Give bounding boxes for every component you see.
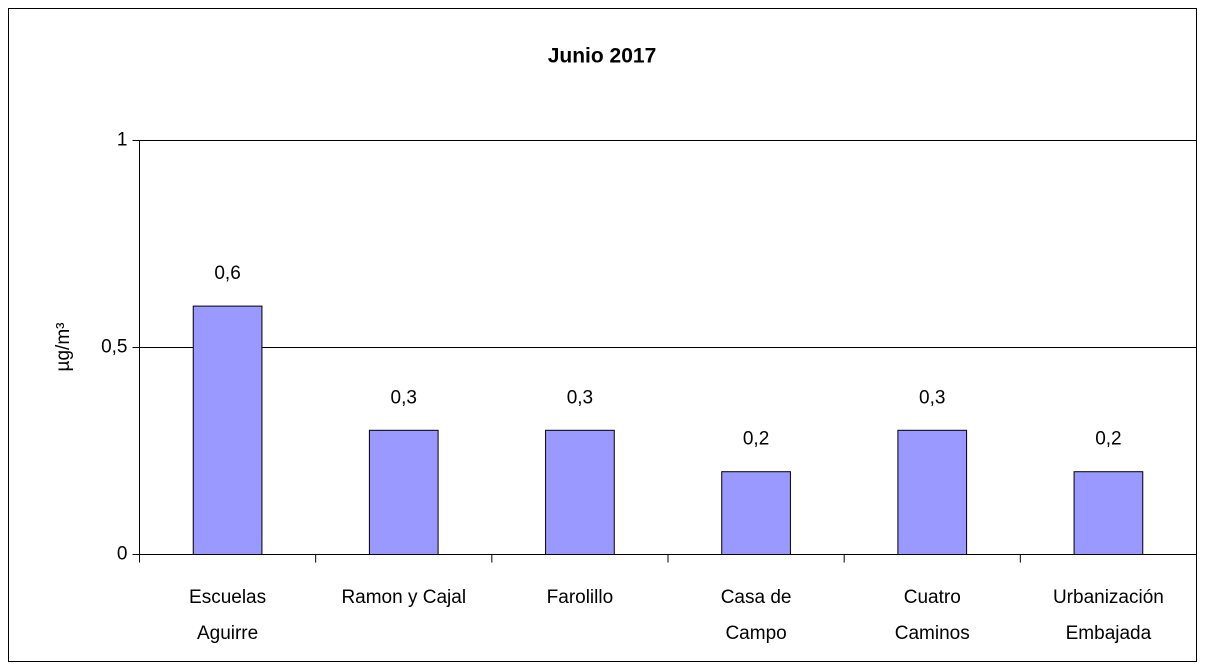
data-label: 0,2 [743, 429, 769, 450]
y-tick-label: 0 [117, 544, 128, 565]
x-tick-label: Farolillo [547, 587, 614, 608]
data-label: 0,3 [919, 387, 945, 408]
x-tick-label: Casa de Campo [721, 587, 792, 644]
data-label: 0,6 [214, 263, 240, 284]
bar [897, 429, 968, 555]
bar [192, 305, 263, 555]
y-tick-label: 0,5 [101, 337, 127, 358]
x-tick-label: Escuelas Aguirre [189, 587, 266, 644]
data-label: 0,2 [1095, 429, 1121, 450]
data-label: 0,3 [567, 387, 593, 408]
x-tick-label: Cuatro Caminos [895, 587, 970, 644]
y-tick-label: 1 [117, 130, 128, 151]
bar [1073, 471, 1144, 556]
x-tick-label: Ramon y Cajal [341, 587, 466, 608]
y-axis-label: µg/m³ [53, 323, 74, 372]
data-label: 0,3 [391, 387, 417, 408]
chart-title: Junio 2017 [548, 45, 657, 68]
bar [721, 471, 791, 556]
x-tick-label: Urbanización Embajada [1053, 587, 1164, 644]
bar [368, 429, 439, 555]
chart-frame [8, 8, 1197, 662]
bar [545, 429, 615, 555]
